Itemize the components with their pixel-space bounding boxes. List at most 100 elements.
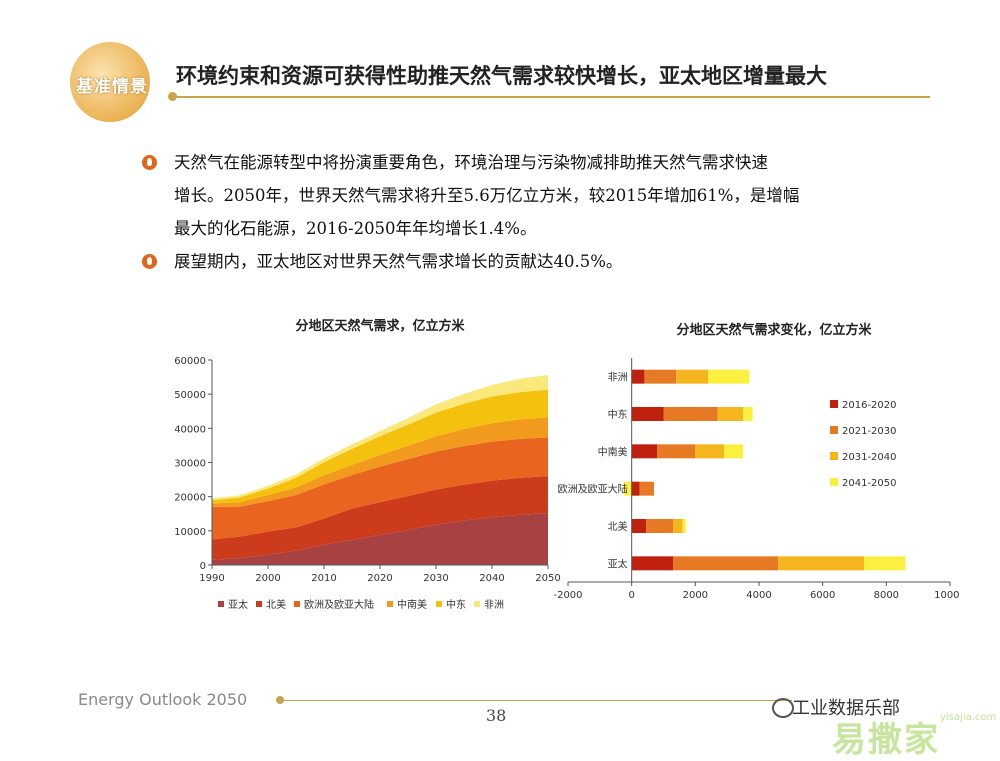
y-tick-label: 10000	[174, 527, 206, 538]
bullet-drop-icon	[142, 155, 157, 170]
y-tick-label: 0	[200, 561, 206, 572]
bar-segment-2016-2020	[631, 556, 674, 571]
legend-swatch-非洲	[474, 601, 480, 607]
x-tick-label: 0	[628, 590, 634, 601]
legend-swatch-中东	[436, 601, 442, 607]
legend-swatch-2016-2020	[830, 400, 838, 408]
x-tick-label: 10000	[934, 590, 960, 601]
bar-segment-2016-2020	[631, 407, 664, 421]
watermark: 易撒家	[832, 720, 940, 760]
x-tick-label: 6000	[810, 590, 835, 601]
bar-segment-2021-2030	[673, 556, 779, 571]
legend-label-亚太: 亚太	[228, 598, 248, 611]
bar-segment-2041-2050	[682, 519, 686, 533]
bar-segment-2021-2030	[644, 369, 677, 384]
bar-segment-2016-2020	[631, 369, 645, 384]
area-series-北美	[212, 476, 548, 560]
legend-label-2021-2030: 2021-2030	[842, 426, 897, 437]
area-series-欧洲及欧亚大陆	[212, 437, 548, 540]
legend-label-中南美: 中南美	[397, 598, 427, 611]
x-tick-label: 4000	[746, 590, 771, 601]
legend-swatch-2021-2030	[830, 426, 838, 434]
chart-title: 分地区天然气需求变化，亿立方米	[676, 322, 872, 338]
x-tick-label: 2040	[479, 573, 504, 584]
legend-swatch-欧洲及欧亚大陆	[294, 601, 300, 607]
page-number: 38	[486, 706, 507, 725]
scenario-badge: 基准情景	[62, 42, 162, 128]
bar-segment-2016-2020	[631, 444, 658, 459]
bullet-line: 天然气在能源转型中将扮演重要角色，环境治理与污染物减排助推天然气需求快速	[174, 153, 768, 172]
legend-swatch-中南美	[387, 601, 393, 607]
bar-segment-2016-2020	[631, 481, 640, 496]
legend-label-2016-2020: 2016-2020	[842, 400, 897, 411]
x-tick-label: 1990	[199, 573, 224, 584]
bar-segment-2031-2040	[673, 519, 683, 533]
x-tick-label: 2000	[255, 573, 280, 584]
footer-brand: Energy Outlook 2050	[78, 690, 248, 709]
x-tick-label: 2000	[683, 590, 708, 601]
x-tick-label: -2000	[553, 590, 582, 601]
y-tick-label: 30000	[174, 459, 206, 470]
x-tick-label: 8000	[874, 590, 899, 601]
legend-label-2031-2040: 2031-2040	[842, 452, 897, 463]
bar-segment-2021-2030	[663, 407, 718, 421]
bar-segment-2041-2050	[623, 481, 632, 496]
area-series-中南美	[212, 417, 548, 507]
bullet-list: 天然气在能源转型中将扮演重要角色，环境治理与污染物减排助推天然气需求快速 增长。…	[140, 146, 940, 278]
legend-label-中东: 中东	[446, 598, 466, 611]
bar-segment-2041-2050	[708, 369, 750, 384]
y-tick-label: 40000	[174, 424, 206, 435]
bullet-drop-icon	[142, 254, 157, 269]
x-tick-label: 2020	[367, 573, 392, 584]
footer-rule-dot	[276, 696, 284, 704]
bullet-line: 增长。2050年，世界天然气需求将升至5.6万亿立方米，较2015年增加61%，…	[174, 186, 800, 205]
legend-label-非洲: 非洲	[484, 599, 504, 611]
bullet-line: 展望期内，亚太地区对世界天然气需求增长的贡献达40.5%。	[174, 252, 623, 271]
category-label: 亚太	[608, 557, 628, 570]
legend-swatch-2031-2040	[830, 452, 838, 460]
category-label: 欧洲及欧亚大陆	[558, 483, 628, 496]
watermark-url: yisajia.com	[940, 712, 997, 723]
area-series-非洲	[212, 375, 548, 501]
bar-segment-2041-2050	[743, 407, 753, 421]
bar-segment-2021-2030	[639, 481, 654, 496]
bullet-item: 展望期内，亚太地区对世界天然气需求增长的贡献达40.5%。	[140, 245, 940, 278]
y-tick-label: 20000	[174, 493, 206, 504]
footer-rule	[282, 700, 792, 701]
legend-swatch-亚太	[218, 601, 224, 607]
x-tick-label: 2030	[423, 573, 448, 584]
slide-title: 环境约束和资源可获得性助推天然气需求较快增长，亚太地区增量最大	[176, 64, 827, 88]
bar-segment-2021-2030	[657, 444, 696, 459]
x-tick-label: 2050	[535, 573, 560, 584]
bullet-item: 天然气在能源转型中将扮演重要角色，环境治理与污染物减排助推天然气需求快速 增长。…	[140, 146, 940, 245]
bar-segment-2031-2040	[778, 556, 865, 571]
bar-segment-2016-2020	[631, 519, 646, 533]
wechat-icon	[772, 698, 794, 718]
legend-swatch-北美	[256, 601, 262, 607]
category-label: 中东	[608, 408, 628, 421]
category-label: 北美	[608, 520, 628, 533]
wechat-account: 工业数据乐部	[792, 698, 900, 719]
bar-segment-2031-2040	[695, 444, 724, 459]
category-label: 中南美	[598, 445, 628, 458]
bullet-line: 最大的化石能源，2016-2050年年均增长1.4%。	[174, 219, 537, 238]
globe-icon	[70, 42, 150, 122]
category-label: 非洲	[608, 372, 628, 384]
legend-label-欧洲及欧亚大陆: 欧洲及欧亚大陆	[304, 598, 374, 611]
chart-title: 分地区天然气需求，亿立方米	[295, 318, 465, 334]
bar-segment-2021-2030	[645, 519, 674, 533]
x-tick-label: 2010	[311, 573, 336, 584]
bar-segment-2041-2050	[723, 444, 744, 459]
area-chart: 分地区天然气需求，亿立方米 0 10000 20000 30000 40000 50000 6…	[174, 318, 561, 611]
scenario-badge-label: 基准情景	[76, 77, 148, 97]
bar-segment-2031-2040	[676, 369, 709, 384]
y-tick-label: 60000	[174, 356, 206, 367]
title-rule	[170, 96, 930, 98]
legend-label-北美: 北美	[266, 598, 286, 611]
area-series-中东	[212, 389, 548, 504]
bar-segment-2041-2050	[864, 556, 906, 571]
legend-label-2041-2050: 2041-2050	[842, 478, 897, 489]
legend-swatch-2041-2050	[830, 478, 838, 486]
bar-segment-2031-2040	[717, 407, 744, 421]
